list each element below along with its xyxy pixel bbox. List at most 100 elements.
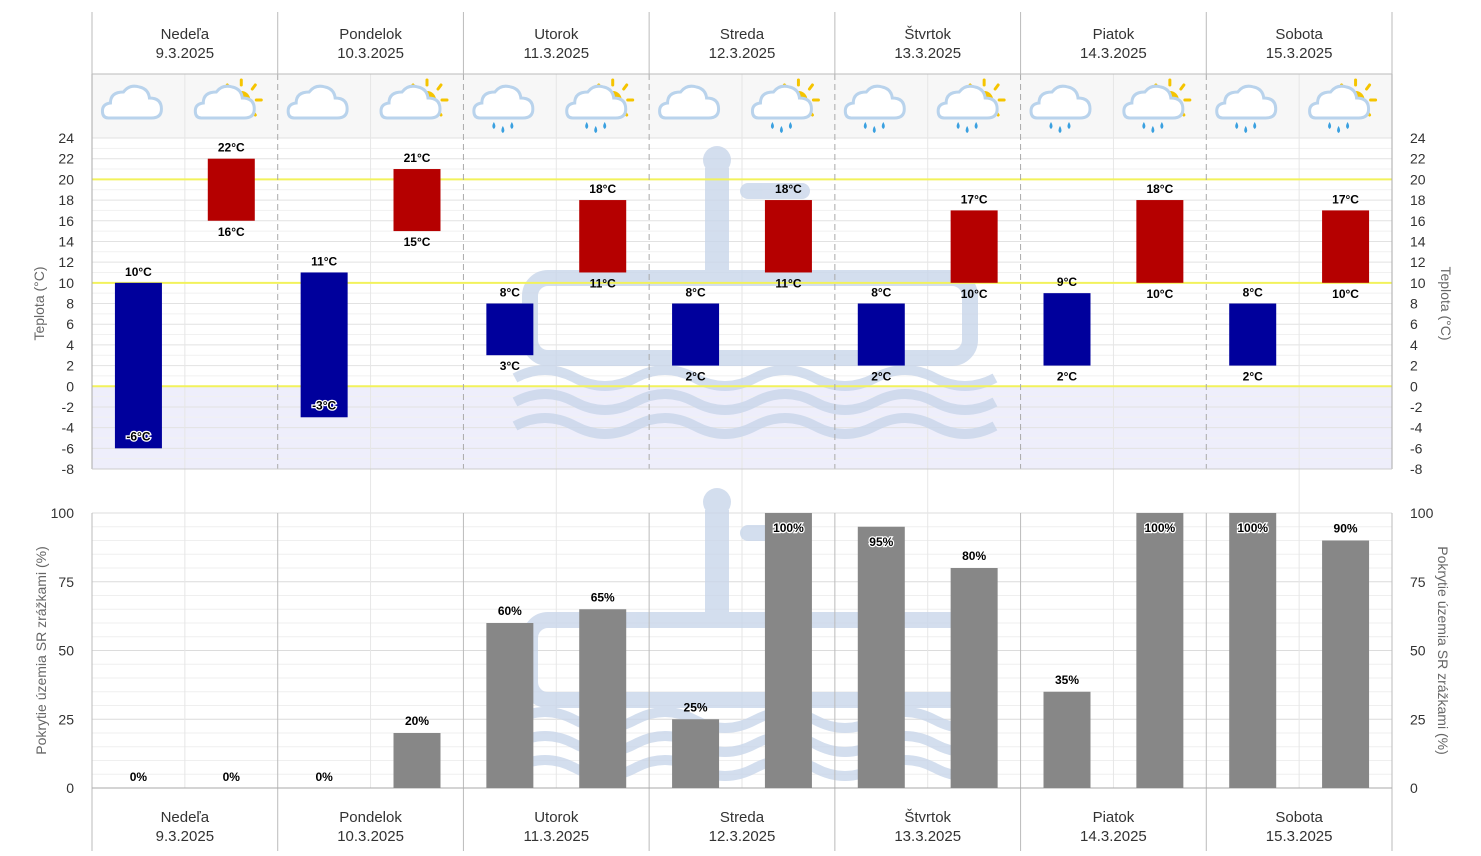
temperature-tick-right: 22 bbox=[1410, 151, 1426, 167]
temperature-tick-left: 8 bbox=[66, 296, 74, 312]
temperature-tick-right: 14 bbox=[1410, 233, 1426, 249]
temperature-tick-left: 2 bbox=[66, 358, 74, 374]
min-temperature-label: 2°C bbox=[1243, 370, 1263, 384]
temperature-tick-left: 14 bbox=[58, 233, 74, 249]
day-name-bottom: Streda bbox=[720, 809, 765, 826]
watermark-mast bbox=[705, 510, 729, 620]
temperature-tick-left: 4 bbox=[66, 337, 74, 353]
day-date-top: 13.3.2025 bbox=[894, 45, 961, 62]
temperature-tick-left: 18 bbox=[58, 192, 74, 208]
precipitation-bar bbox=[1043, 691, 1091, 788]
night-temperature-bar bbox=[486, 303, 534, 356]
temperature-tick-right: -2 bbox=[1410, 399, 1423, 415]
precipitation-label: 20% bbox=[405, 714, 429, 728]
max-temperature-label: 8°C bbox=[871, 286, 891, 300]
temperature-tick-left: 20 bbox=[58, 171, 74, 187]
temperature-tick-right: 12 bbox=[1410, 254, 1426, 270]
day-temperature-bar bbox=[950, 210, 998, 283]
day-temperature-bar bbox=[1322, 210, 1370, 283]
precipitation-bar bbox=[393, 733, 441, 788]
precipitation-bar bbox=[579, 609, 627, 788]
precipitation-tick-right: 0 bbox=[1410, 780, 1418, 796]
temperature-tick-left: 22 bbox=[58, 151, 74, 167]
temperature-tick-right: -4 bbox=[1410, 420, 1423, 436]
max-temperature-label: 8°C bbox=[686, 286, 706, 300]
day-name-top: Nedeľa bbox=[161, 26, 210, 43]
min-temperature-label: 10°C bbox=[1332, 287, 1359, 301]
day-temperature-bar bbox=[764, 200, 812, 273]
temperature-tick-right: 4 bbox=[1410, 337, 1418, 353]
precipitation-bar bbox=[857, 526, 905, 788]
precipitation-label: 65% bbox=[591, 590, 615, 604]
max-temperature-label: 22°C bbox=[218, 141, 245, 155]
watermark-wave bbox=[512, 389, 998, 415]
day-date-top: 10.3.2025 bbox=[337, 45, 404, 62]
precipitation-label: 60% bbox=[498, 604, 522, 618]
max-temperature-label: 10°C bbox=[125, 265, 152, 279]
day-date-bottom: 15.3.2025 bbox=[1266, 828, 1333, 845]
day-name-bottom: Piatok bbox=[1093, 809, 1135, 826]
temperature-tick-left: 12 bbox=[58, 254, 74, 270]
precipitation-axis: 100 100 75 75 50 50 25 25 0 0 Pokrytie územia SR z… bbox=[33, 505, 1451, 796]
day-name-top: Piatok bbox=[1093, 26, 1135, 43]
night-temperature-bar bbox=[672, 303, 720, 366]
min-temperature-label: 16°C bbox=[218, 225, 245, 239]
precipitation-label: 90% bbox=[1334, 522, 1358, 536]
day-date-top: 15.3.2025 bbox=[1266, 45, 1333, 62]
watermark-mast bbox=[705, 168, 729, 278]
day-name-top: Sobota bbox=[1275, 26, 1323, 43]
watermark-wave bbox=[512, 365, 998, 391]
precipitation-tick-right: 50 bbox=[1410, 643, 1426, 659]
temperature-tick-left: 24 bbox=[58, 130, 74, 146]
min-temperature-label: 2°C bbox=[871, 370, 891, 384]
day-date-bottom: 9.3.2025 bbox=[156, 828, 214, 845]
temperature-tick-right: 2 bbox=[1410, 358, 1418, 374]
day-temperature-bar bbox=[579, 200, 627, 273]
day-temperature-bar bbox=[1136, 200, 1184, 283]
min-temperature-label: 11°C bbox=[590, 276, 616, 290]
temperature-tick-left: 6 bbox=[66, 316, 74, 332]
precipitation-tick-left: 25 bbox=[58, 711, 74, 727]
max-temperature-label: 21°C bbox=[404, 151, 431, 165]
min-temperature-label: 15°C bbox=[404, 235, 431, 249]
day-date-top: 9.3.2025 bbox=[156, 45, 214, 62]
day-separators bbox=[91, 12, 1393, 851]
max-temperature-label: 11°C bbox=[311, 254, 337, 268]
day-name-bottom: Nedeľa bbox=[161, 809, 210, 826]
temperature-tick-right: 24 bbox=[1410, 130, 1426, 146]
night-temperature-bar bbox=[1043, 293, 1091, 366]
temperature-tick-right: -8 bbox=[1410, 461, 1423, 477]
temperature-bars: 10°C -6°C 11°C -3°C 8°C 3°C 8°C 2°C 8°C 2°C 9°C 2°C… bbox=[114, 141, 1370, 449]
min-temperature-label: -3°C bbox=[312, 398, 336, 412]
temperature-tick-right: 16 bbox=[1410, 213, 1426, 229]
temperature-tick-left: 0 bbox=[66, 378, 74, 394]
temperature-tick-left: -2 bbox=[62, 399, 75, 415]
precipitation-bar bbox=[1322, 540, 1370, 788]
night-temperature-bar bbox=[857, 303, 905, 366]
day-date-bottom: 11.3.2025 bbox=[523, 828, 589, 845]
min-temperature-label: 10°C bbox=[1146, 287, 1173, 301]
temperature-tick-right: 10 bbox=[1410, 275, 1426, 291]
day-date-bottom: 14.3.2025 bbox=[1080, 828, 1147, 845]
temperature-tick-right: -6 bbox=[1410, 440, 1423, 456]
temperature-tick-right: 0 bbox=[1410, 378, 1418, 394]
temperature-tick-left: -4 bbox=[62, 420, 75, 436]
temperature-tick-right: 6 bbox=[1410, 316, 1418, 332]
day-name-bottom: Sobota bbox=[1275, 809, 1323, 826]
precipitation-bars: 0% 0% 60% 25% 95% 35% 100% 0% 20% 65% 100% 80% 100% 9… bbox=[130, 513, 1370, 788]
day-temperature-bar bbox=[393, 169, 441, 232]
precipitation-label: 95% bbox=[869, 535, 893, 549]
day-name-top: Streda bbox=[720, 26, 765, 43]
day-name-top: Utorok bbox=[534, 26, 579, 43]
precipitation-tick-left: 100 bbox=[51, 505, 75, 521]
min-temperature-label: 11°C bbox=[775, 276, 801, 290]
precipitation-tick-left: 50 bbox=[58, 643, 74, 659]
max-temperature-label: 17°C bbox=[1332, 192, 1359, 206]
watermark-cup bbox=[703, 146, 731, 174]
day-date-top: 11.3.2025 bbox=[523, 45, 589, 62]
day-name-bottom: Štvrtok bbox=[904, 809, 951, 826]
precipitation-tick-right: 100 bbox=[1410, 505, 1434, 521]
